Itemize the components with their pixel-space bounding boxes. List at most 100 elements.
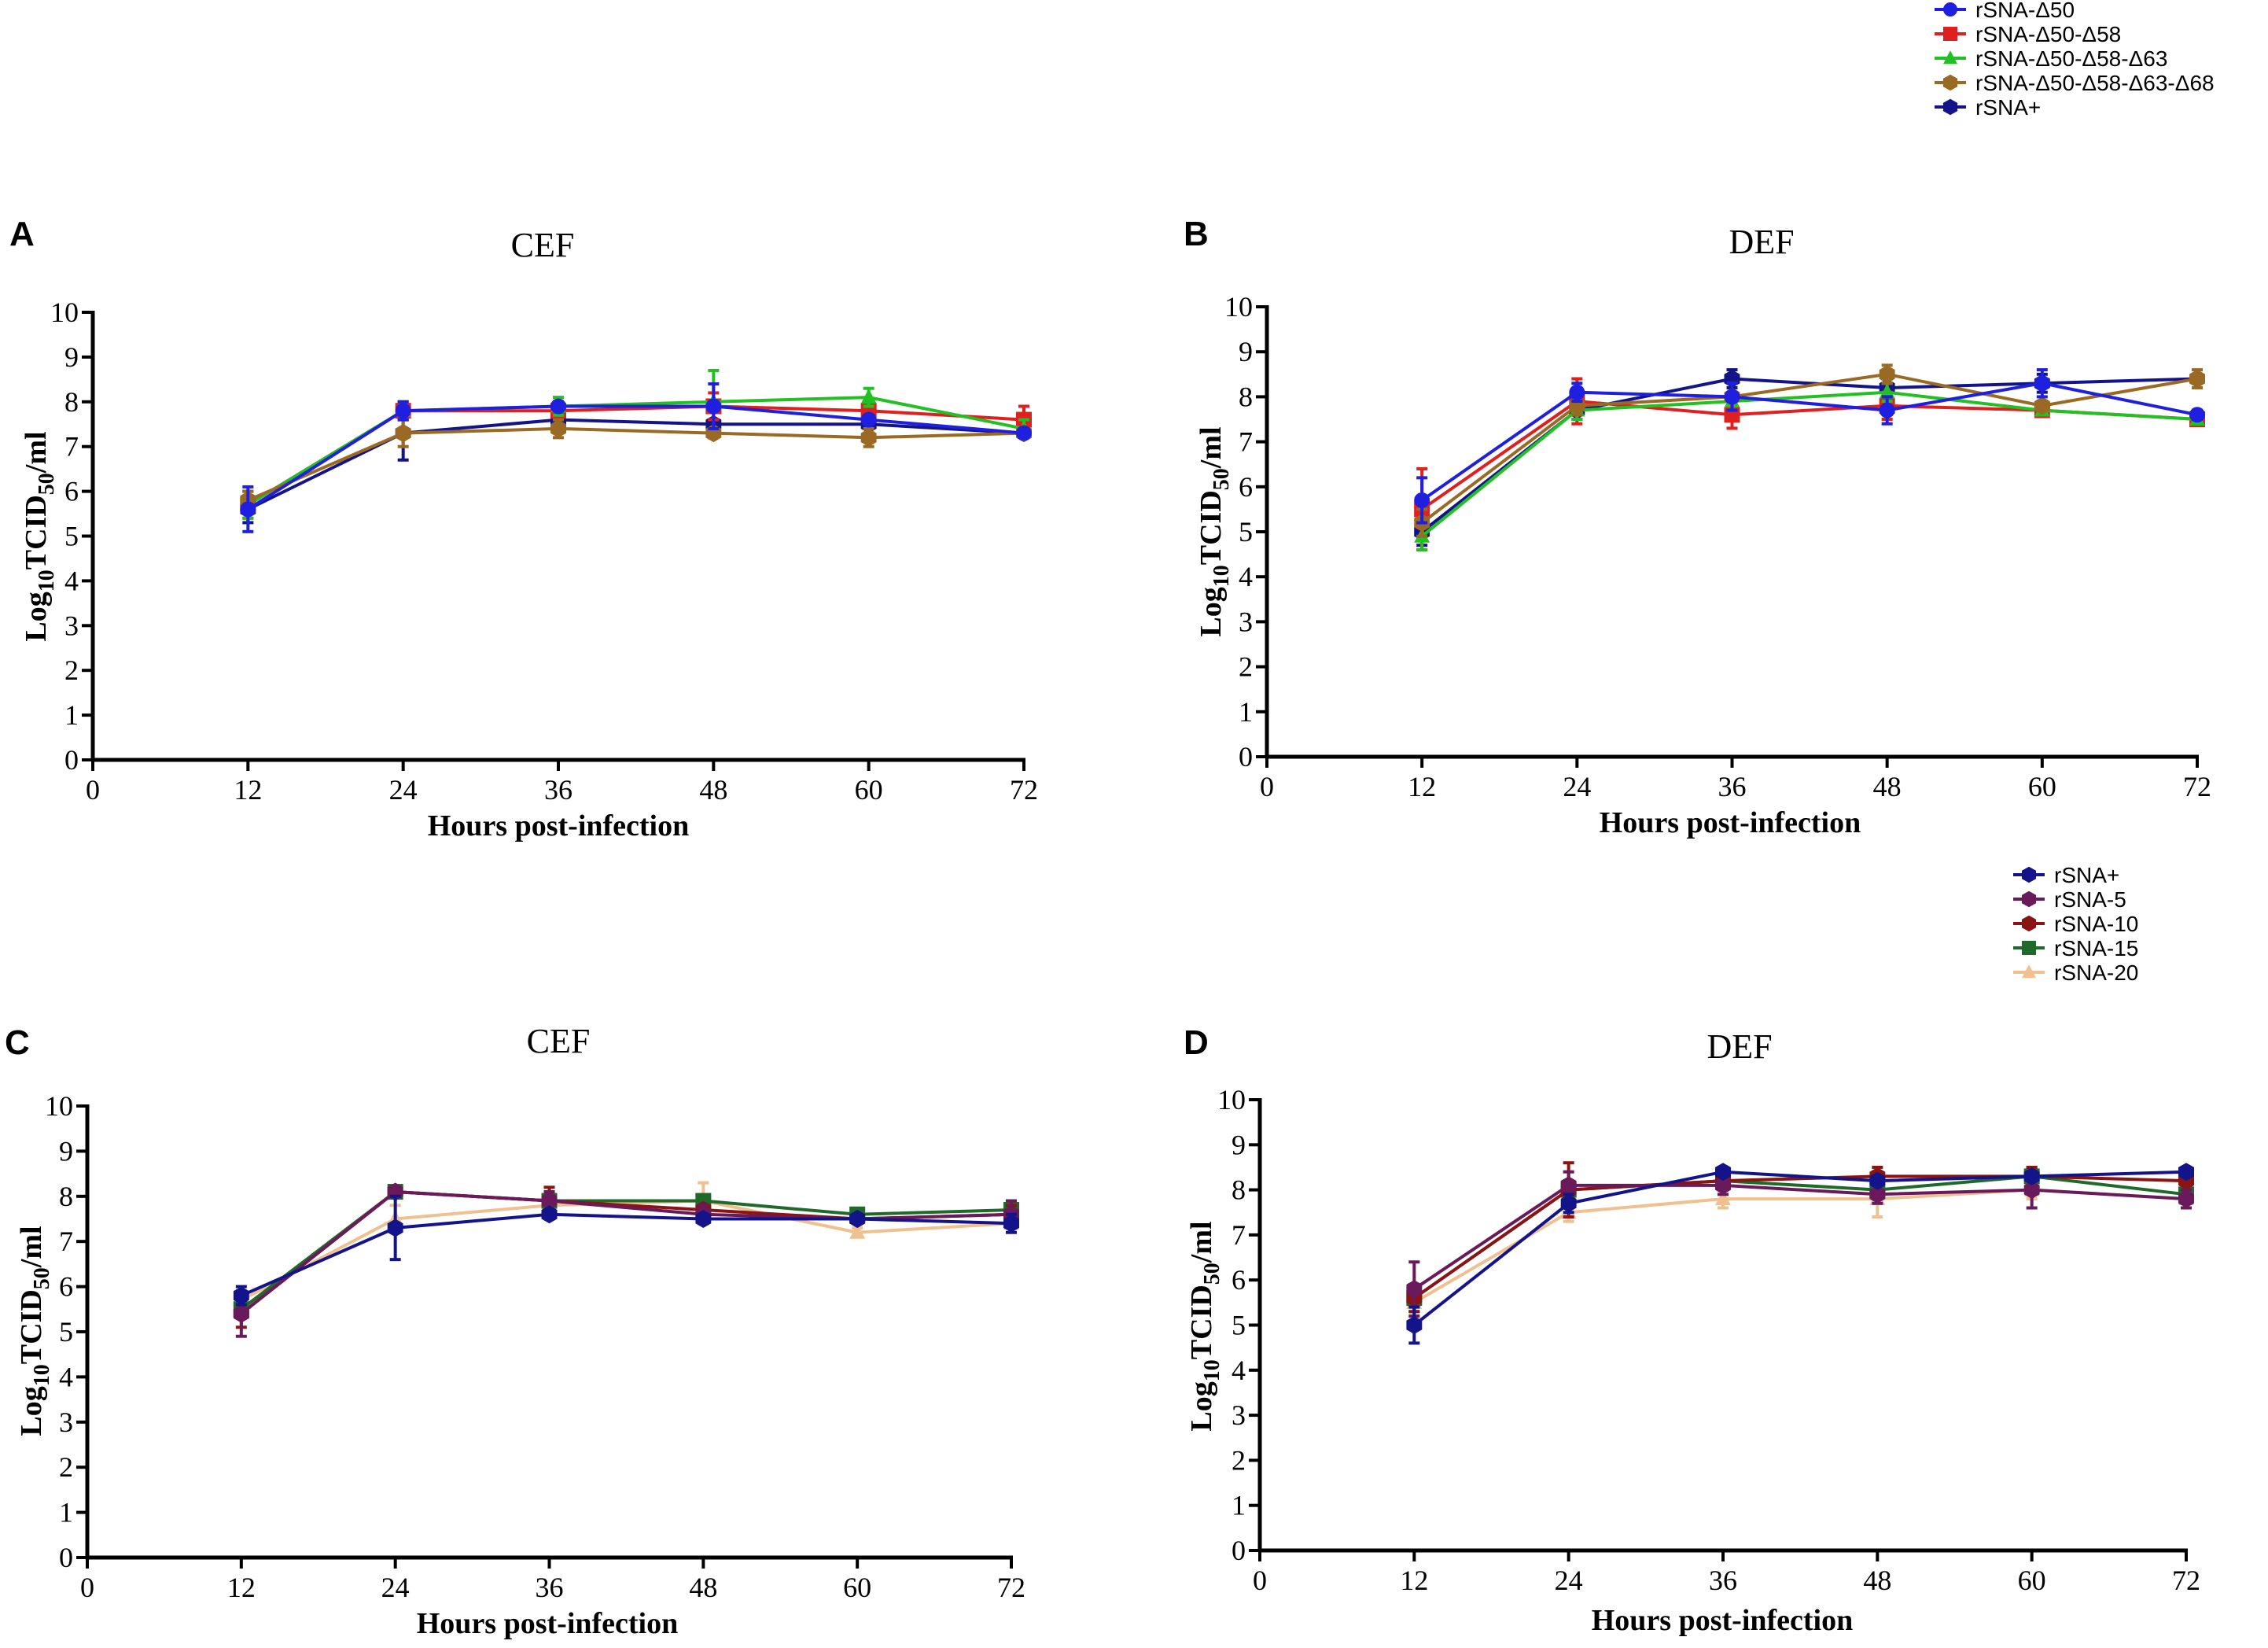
y-tick-label: 10 [45,1090,73,1122]
y-axis-title-part: TCID [1185,1285,1218,1359]
data-point [2178,1163,2194,1182]
y-axis-title-subscript: 50 [30,1267,54,1289]
y-tick-label: 7 [64,431,79,463]
x-tick-label: 48 [699,774,727,806]
y-axis-title: Log10TCID50/ml [1195,426,1234,636]
x-tick-label: 36 [536,1572,564,1603]
legend-swatch-marker [1943,74,1957,91]
data-point [1879,383,1895,399]
y-axis-title-subscript: 10 [1209,565,1234,587]
legend-swatch-marker [2022,941,2036,955]
legend-label: rSNA-15 [2054,936,2138,960]
y-tick-label: 4 [1232,1355,1246,1386]
series-line [1421,382,2198,502]
series-line [1413,1188,2187,1304]
data-point [1879,402,1895,418]
x-tick-label: 12 [1408,771,1436,802]
y-axis-title-part: /ml [15,1226,48,1268]
data-point [695,1210,712,1228]
legend-label: rSNA+ [2054,863,2119,887]
y-tick-label: 2 [59,1451,73,1483]
data-point [1406,1280,1423,1299]
x-tick-label: 60 [2018,1565,2046,1596]
x-tick-label: 72 [1010,774,1038,806]
y-tick-label: 9 [1239,336,1253,367]
legend-label: rSNA-Δ50-Δ58-Δ63-Δ68 [1975,71,2215,95]
chart-title: CEF [527,1022,591,1060]
y-tick-label: 7 [59,1226,73,1257]
series-line [1413,1174,2187,1300]
y-tick-label: 4 [59,1361,73,1392]
x-tick-label: 72 [2172,1565,2200,1596]
x-tick-label: 36 [544,774,573,806]
panel-letter: B [1184,215,1209,253]
data-point [240,501,256,518]
y-tick-label: 8 [1232,1174,1246,1206]
y-tick-label: 10 [1224,291,1253,323]
legend-label: rSNA-10 [2054,912,2138,936]
data-point [1869,1185,1886,1204]
x-tick-label: 48 [1873,771,1902,802]
y-axis-title-part: /ml [20,431,53,474]
y-tick-label: 3 [64,610,79,641]
x-tick-label: 12 [227,1572,256,1603]
legend-swatch-marker [1943,27,1957,41]
y-axis-title: Log10TCID50/ml [20,431,59,641]
y-tick-label: 8 [59,1181,73,1212]
data-point [395,424,411,443]
data-point [1879,365,1895,384]
series-rSNA-Δ50 [240,382,1032,533]
y-axis-title-subscript: 50 [35,473,59,495]
y-tick-label: 1 [1239,696,1253,728]
data-point [550,419,566,438]
x-tick-label: 24 [1555,1565,1583,1596]
y-tick-label: 3 [59,1407,73,1438]
legend-label: rSNA-5 [2054,887,2126,912]
y-tick-label: 10 [50,297,79,328]
series-rSNA-Δ50-Δ58-Δ63-Δ68 [240,418,1032,511]
y-axis-title-subscript: 50 [1209,468,1234,490]
data-point [2023,1181,2040,1200]
y-tick-label: 1 [1232,1490,1246,1521]
data-point [1560,1194,1577,1213]
x-tick-label: 24 [381,1572,410,1603]
x-tick-label: 0 [1253,1565,1267,1596]
y-axis-title-subscript: 50 [1200,1263,1224,1285]
y-tick-label: 4 [1239,561,1253,592]
y-tick-label: 6 [59,1271,73,1303]
series-rSNA+ [233,1194,1019,1307]
data-point [1715,1176,1731,1195]
y-tick-label: 9 [64,341,79,373]
y-tick-label: 8 [64,386,79,418]
series-rSNA-Δ50 [1414,368,2205,525]
x-tick-label: 0 [86,774,100,806]
y-axis-title: Log10TCID50/ml [1185,1221,1224,1431]
data-point [2023,1167,2040,1185]
legend-swatch-marker [2022,915,2036,932]
data-point [387,1218,403,1237]
y-tick-label: 0 [1239,741,1253,772]
panel-letter: D [1184,1023,1209,1062]
x-tick-label: 60 [855,774,883,806]
series-rSNA-Δ50-Δ58-Δ63 [240,368,1032,520]
x-tick-label: 12 [1400,1565,1428,1596]
series-line [1420,377,2198,533]
panel-letter: A [9,215,35,253]
x-axis-title: Hours post-infection [1592,1604,1854,1637]
series-rSNA-10 [233,1182,1019,1329]
data-point [1715,1190,1731,1206]
series-line [247,404,1025,511]
series-line [1420,372,2198,525]
y-tick-label: 6 [1239,471,1253,503]
x-tick-label: 36 [1718,771,1747,802]
data-point [233,1286,249,1305]
data-point [1869,1171,1886,1190]
y-tick-label: 0 [64,744,79,776]
data-point [2034,396,2050,415]
x-tick-label: 24 [389,774,418,806]
x-tick-label: 60 [843,1572,871,1603]
y-tick-label: 3 [1239,606,1253,637]
